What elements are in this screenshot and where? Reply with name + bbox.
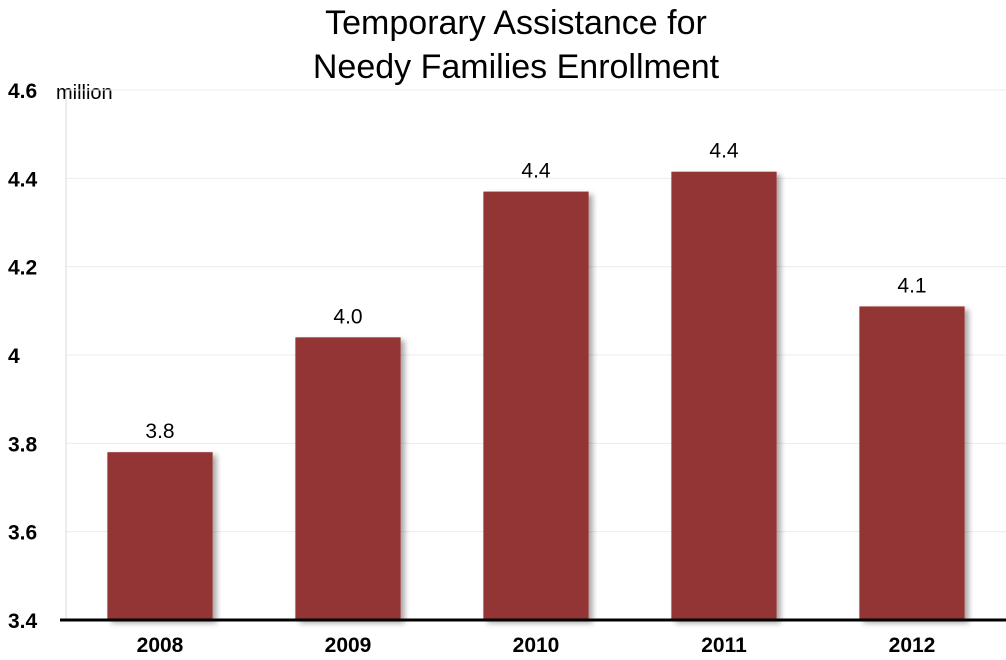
bar-2011 [671,171,777,621]
x-tick-label: 2009 [325,634,372,657]
bar-2012 [859,306,965,620]
chart-title: Temporary Assistance for Needy Families … [313,4,720,86]
data-label: 4.0 [333,305,362,328]
y-tick-label: 4.4 [8,168,38,191]
x-tick-label: 2008 [137,634,184,657]
x-tick-label: 2012 [889,634,936,657]
data-label: 4.4 [521,160,551,183]
y-tick-label: 4.2 [8,257,37,280]
y-tick-label: 4 [8,345,20,368]
x-axis-ticks: 2008 2009 2010 2011 2012 [137,634,936,657]
data-labels: 3.8 4.0 4.4 4.4 4.1 [145,140,926,443]
chart-title-line-2: Needy Families Enrollment [313,48,720,86]
data-label: 3.8 [145,420,174,443]
bar-2009 [295,337,401,620]
y-tick-label: 3.4 [8,610,38,633]
y-tick-label: 4.6 [8,80,37,103]
data-label: 4.4 [709,140,739,163]
bar-2008 [107,452,213,620]
chart-title-line-1: Temporary Assistance for [325,4,707,42]
y-axis-ticks: 3.4 3.6 3.8 4 4.2 4.4 4.6 [8,80,38,633]
bar-2010 [483,191,589,621]
x-tick-label: 2011 [701,634,747,657]
y-tick-label: 3.6 [8,522,37,545]
y-tick-label: 3.8 [8,433,38,456]
y-unit-label: million [56,82,113,104]
data-label: 4.1 [897,274,926,297]
bars [107,171,965,621]
x-tick-label: 2010 [513,634,560,657]
